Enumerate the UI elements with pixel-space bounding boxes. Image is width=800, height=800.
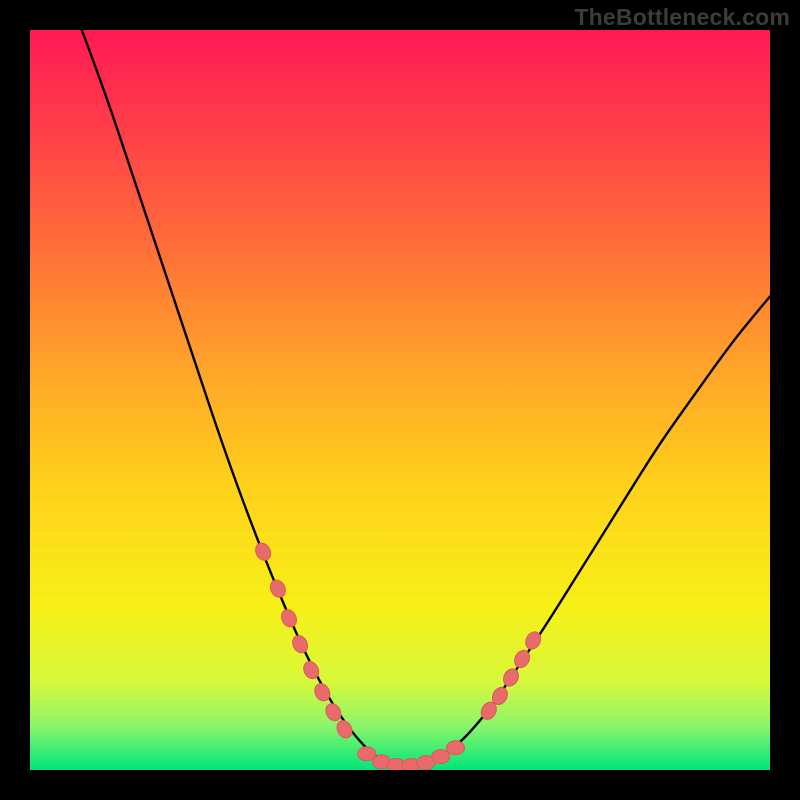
bottleneck-curve-chart	[30, 30, 770, 770]
gradient-background	[30, 30, 770, 770]
marker	[447, 741, 465, 755]
marker	[432, 750, 450, 764]
plot-area	[30, 30, 770, 770]
watermark-text: TheBottleneck.com	[574, 4, 790, 31]
chart-frame: TheBottleneck.com	[0, 0, 800, 800]
